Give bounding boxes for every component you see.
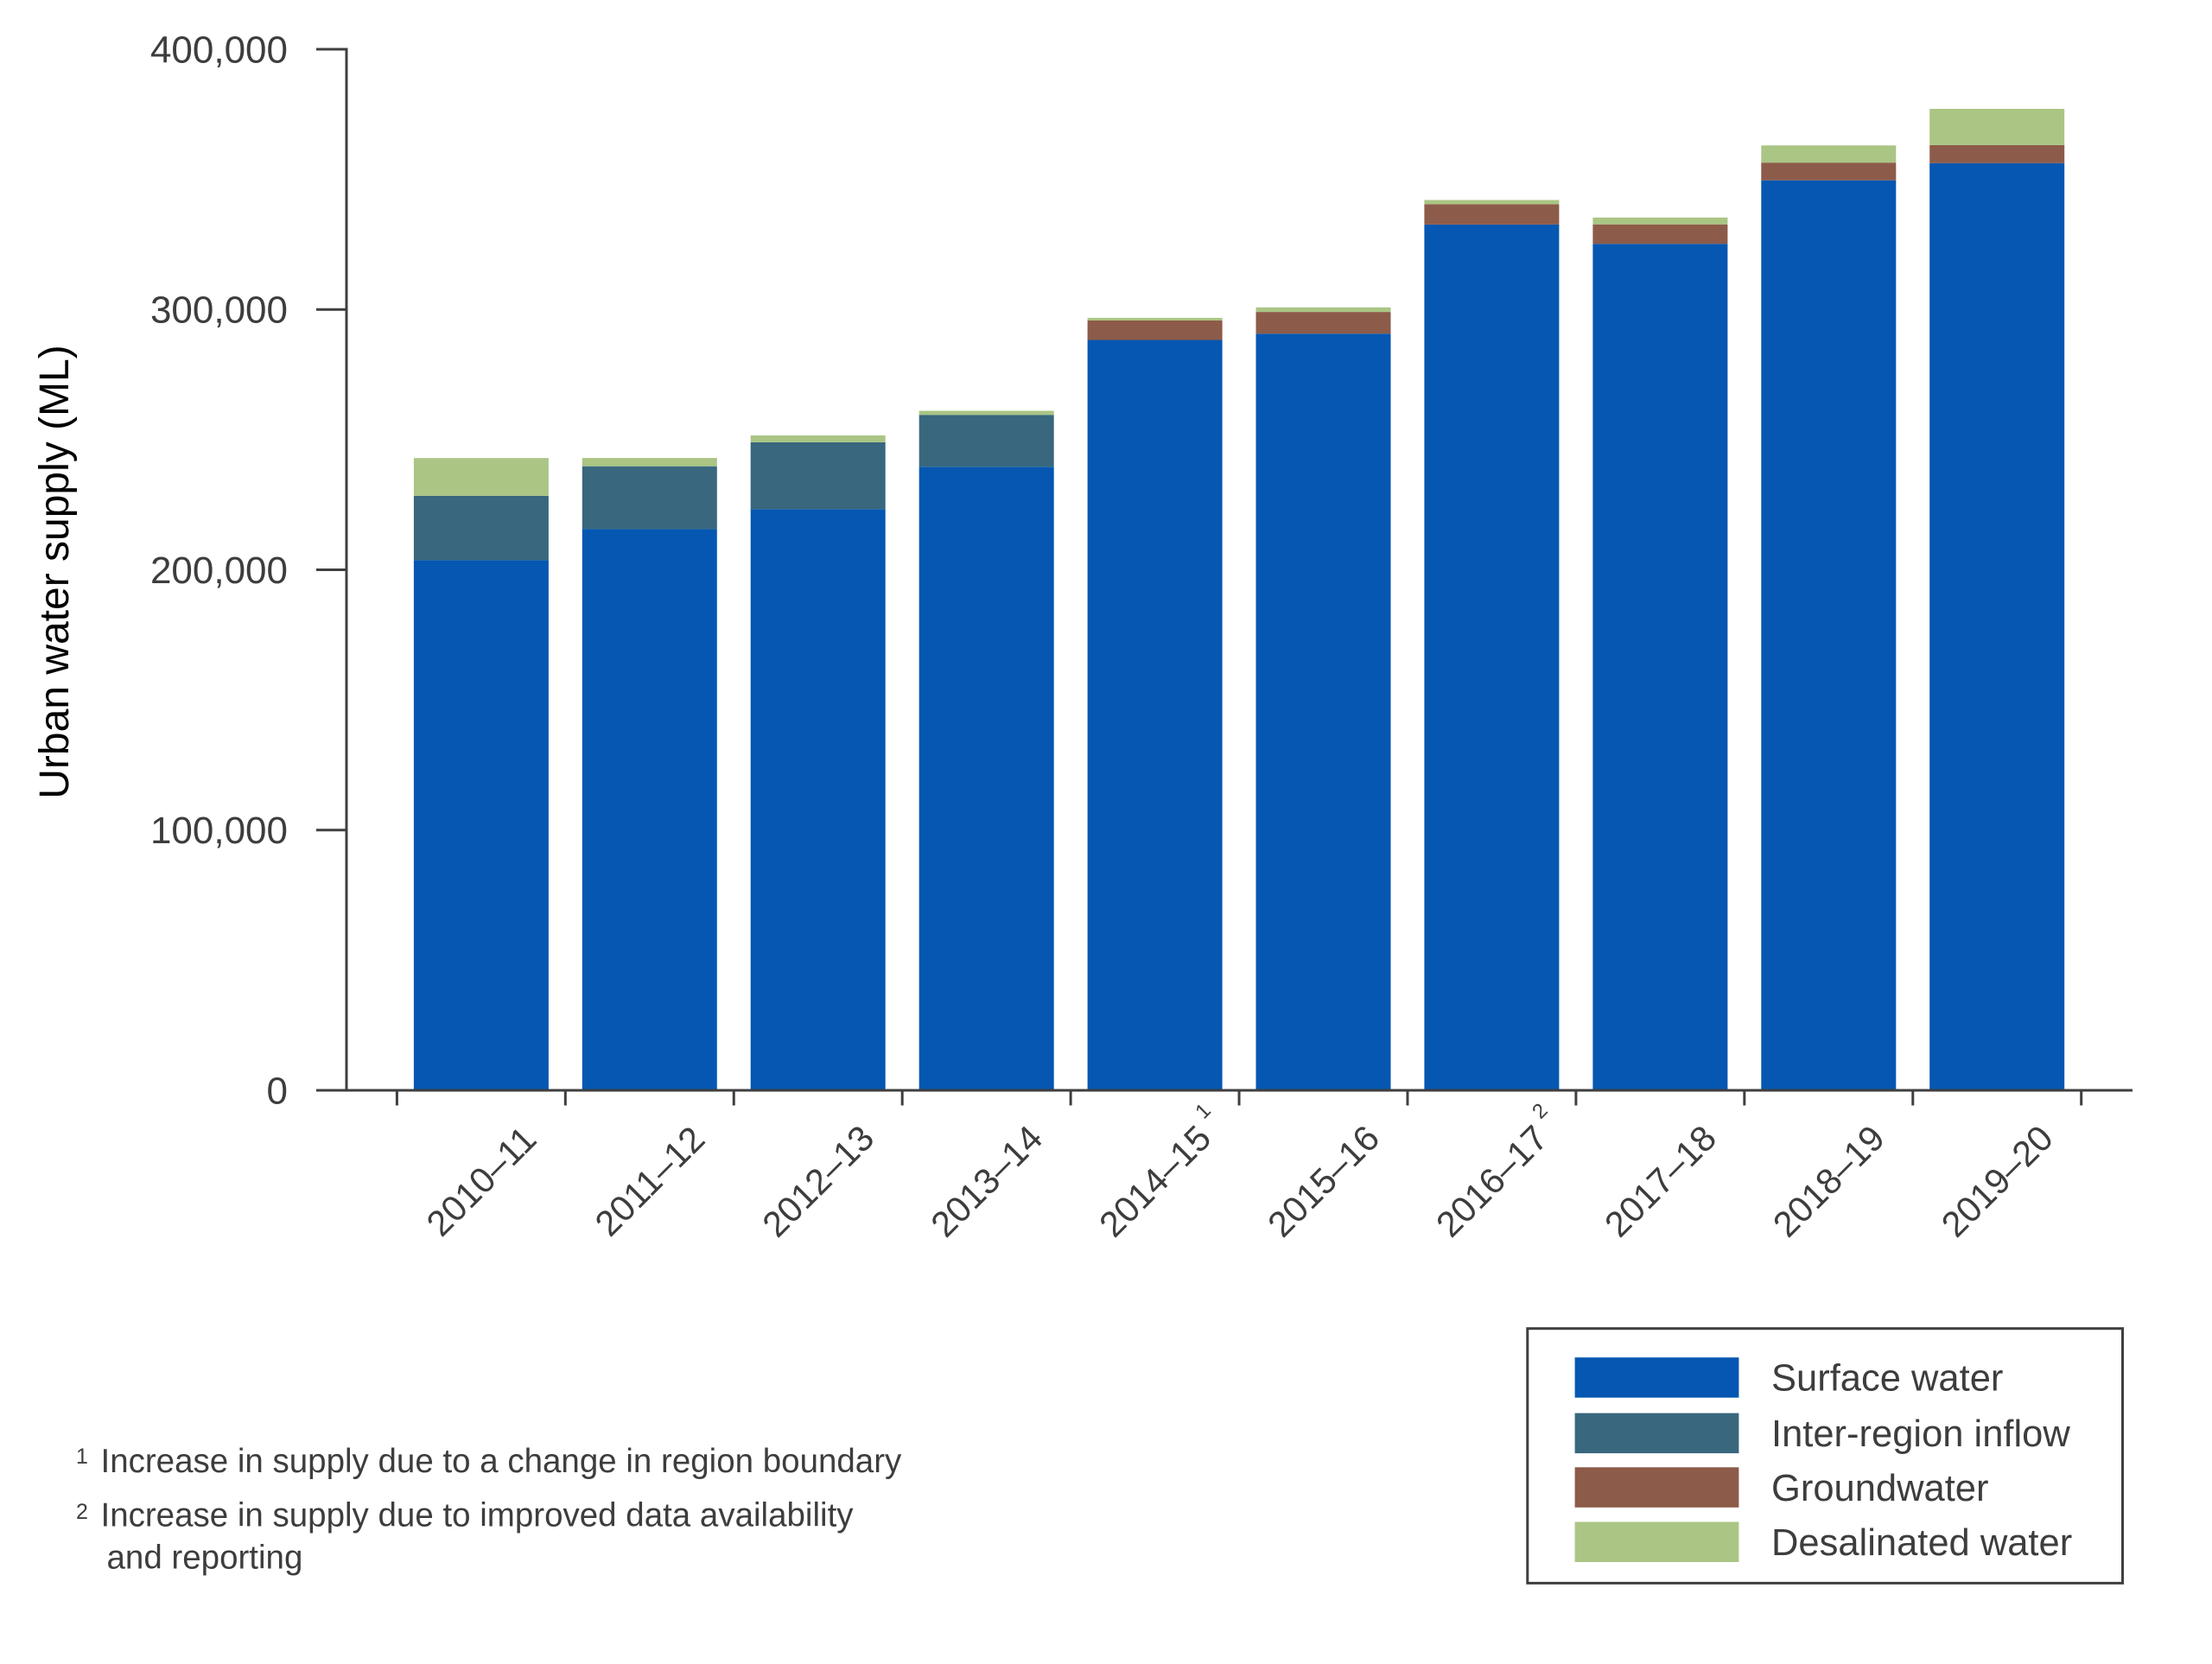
svg-text:Surface water: Surface water — [1771, 1358, 2003, 1400]
svg-text:200,000: 200,000 — [150, 549, 288, 592]
svg-text:Increase in supply due to impr: Increase in supply due to improved data … — [101, 1497, 855, 1534]
svg-text:100,000: 100,000 — [150, 810, 288, 852]
svg-text:Urban water supply (ML): Urban water supply (ML) — [32, 345, 78, 799]
svg-text:300,000: 300,000 — [150, 289, 288, 332]
svg-text:0: 0 — [267, 1070, 288, 1112]
svg-text:and reporting: and reporting — [107, 1540, 303, 1577]
svg-text:Desalinated water: Desalinated water — [1771, 1522, 2072, 1564]
svg-text:1: 1 — [76, 1445, 88, 1469]
svg-text:2: 2 — [76, 1500, 88, 1524]
svg-text:Groundwater: Groundwater — [1771, 1468, 1988, 1509]
svg-text:Increase in supply due to a ch: Increase in supply due to a change in re… — [101, 1443, 903, 1480]
svg-text:400,000: 400,000 — [150, 29, 288, 71]
svg-text:Inter-region inflow: Inter-region inflow — [1771, 1413, 2070, 1455]
